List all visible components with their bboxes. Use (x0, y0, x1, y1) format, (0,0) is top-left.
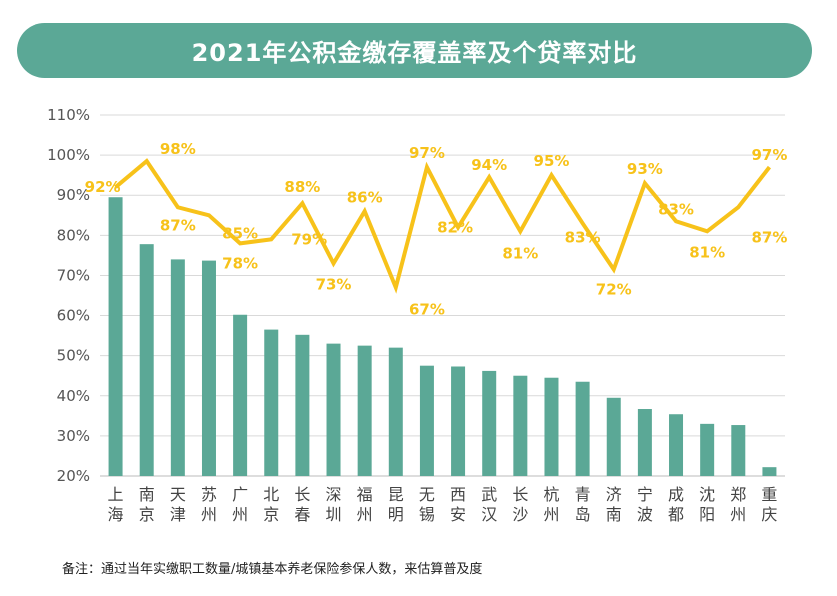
y-tick-label: 80% (57, 226, 90, 244)
bar (295, 334, 310, 476)
data-label: 72% (596, 280, 632, 298)
bar (170, 259, 185, 476)
data-label: 98% (160, 140, 196, 158)
y-tick-label: 60% (57, 307, 90, 325)
bar (544, 377, 559, 476)
data-label: 93% (627, 160, 663, 178)
x-tick-label: 北京 (263, 485, 279, 524)
x-tick-label: 成都 (668, 485, 684, 524)
y-tick-label: 20% (57, 467, 90, 485)
data-label: 85% (222, 224, 258, 242)
data-label: 83% (658, 200, 694, 218)
data-label: 97% (751, 146, 787, 164)
x-tick-label: 南京 (139, 485, 155, 524)
y-axis: 20% 30% 40% 50% 60% 70% 80% 90% 100% 110% (47, 106, 90, 485)
bar (139, 244, 154, 476)
data-label: 88% (284, 178, 320, 196)
data-label: 95% (534, 152, 570, 170)
footnote: 备注：通过当年实缴职工数量/城镇基本养老保险参保人数，来估算普及度 (62, 562, 483, 577)
x-tick-label: 青岛 (575, 485, 591, 524)
title-bar: 2021年公积金缴存覆盖率及个贷率对比 (17, 23, 812, 78)
bar-series (108, 197, 777, 476)
x-tick-label: 上海 (108, 485, 124, 524)
bar (606, 397, 621, 476)
data-label: 81% (502, 244, 538, 262)
x-tick-label: 苏州 (201, 485, 217, 524)
bar (700, 423, 715, 476)
bar (419, 365, 434, 476)
data-label: 81% (689, 243, 725, 261)
data-label: 82% (437, 218, 473, 236)
data-label: 97% (409, 144, 445, 162)
bar (357, 345, 372, 476)
data-label: 83% (565, 228, 601, 246)
x-tick-label: 无锡 (419, 485, 435, 524)
bar (513, 375, 528, 476)
x-tick-label: 武汉 (481, 485, 497, 524)
x-tick-label: 深圳 (326, 485, 342, 524)
chart-title: 2021年公积金缴存覆盖率及个贷率对比 (191, 39, 638, 67)
bar (233, 314, 248, 476)
x-tick-label: 杭州 (543, 485, 559, 524)
bar (731, 425, 746, 476)
x-tick-label: 重庆 (761, 485, 777, 524)
bar (575, 381, 590, 476)
bar (326, 343, 341, 476)
x-tick-label: 沈阳 (699, 485, 715, 524)
data-label: 79% (291, 230, 327, 248)
bar (388, 347, 403, 476)
data-labels: 92% 98% 87% 85% 78% 79% 88% 73% 86% 67% 97% 82% 94% 8… (85, 140, 788, 318)
data-label: 86% (347, 188, 383, 206)
data-label: 87% (160, 216, 196, 234)
x-tick-label: 福州 (357, 485, 373, 524)
x-axis: 上海南京天津苏州广州北京长春深圳福州昆明无锡西安武汉长沙杭州青岛济南宁波成都沈阳… (108, 485, 778, 524)
bar (264, 329, 279, 476)
bar (108, 197, 123, 476)
x-tick-label: 济南 (606, 485, 622, 524)
y-tick-label: 40% (57, 387, 90, 405)
data-label: 67% (409, 300, 445, 318)
data-label: 87% (751, 228, 787, 246)
x-tick-label: 长春 (294, 485, 310, 524)
data-label: 92% (85, 178, 121, 196)
bar (637, 409, 652, 476)
x-tick-label: 宁波 (637, 485, 653, 524)
data-label: 78% (222, 254, 258, 272)
data-label: 94% (471, 156, 507, 174)
y-tick-label: 110% (47, 106, 90, 124)
data-label: 73% (316, 275, 352, 293)
x-tick-label: 长沙 (512, 485, 528, 524)
y-tick-label: 100% (47, 146, 90, 164)
bar (762, 467, 777, 476)
x-tick-label: 昆明 (388, 485, 404, 524)
y-tick-label: 30% (57, 427, 90, 445)
bar (451, 366, 466, 476)
line-path (114, 158, 772, 294)
x-tick-label: 广州 (232, 485, 248, 524)
bar (482, 370, 497, 476)
bar (201, 260, 216, 476)
line-series (114, 158, 772, 294)
x-tick-label: 西安 (450, 485, 466, 524)
x-tick-label: 郑州 (730, 485, 746, 524)
y-tick-label: 90% (57, 186, 90, 204)
x-tick-label: 天津 (170, 485, 186, 524)
y-tick-label: 50% (57, 347, 90, 365)
y-tick-label: 70% (57, 266, 90, 284)
bar (669, 414, 684, 476)
